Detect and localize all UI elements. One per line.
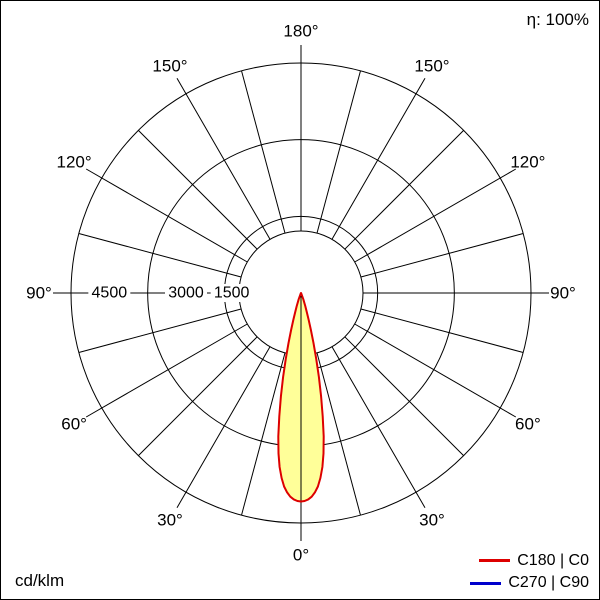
svg-text:30°: 30°: [419, 510, 445, 529]
svg-text:0°: 0°: [293, 546, 309, 565]
legend-item-c90-c270: C270 | C90: [470, 574, 589, 592]
svg-text:120°: 120°: [510, 153, 545, 172]
legend-item-c0-c180: C180 | C0: [470, 552, 589, 570]
svg-text:3000: 3000: [168, 285, 204, 302]
svg-text:1500: 1500: [214, 285, 250, 302]
svg-text:90°: 90°: [550, 284, 576, 303]
svg-text:30°: 30°: [157, 510, 183, 529]
svg-text:180°: 180°: [283, 22, 318, 41]
svg-text:150°: 150°: [152, 57, 187, 76]
legend-label-c90-c270: C270 | C90: [508, 574, 589, 592]
legend: C180 | C0 C270 | C90: [470, 552, 589, 592]
radial-scale-labels: 4500 3000 1500: [88, 284, 253, 302]
unit-label: cd/klm: [15, 571, 65, 590]
svg-text:4500: 4500: [92, 285, 128, 302]
angle-labels: 0° 30° 30° 60° 60° 90° 90° 120° 120° 150° 150° 180°: [26, 22, 576, 565]
legend-line-red-icon: [479, 559, 511, 563]
svg-text:120°: 120°: [57, 153, 92, 172]
svg-text:60°: 60°: [515, 415, 541, 434]
svg-text:150°: 150°: [414, 57, 449, 76]
svg-text:60°: 60°: [61, 415, 87, 434]
efficiency-label: η: 100%: [526, 10, 589, 29]
legend-label-c0-c180: C180 | C0: [517, 551, 589, 569]
svg-text:90°: 90°: [26, 284, 52, 303]
legend-line-blue-icon: [470, 581, 502, 585]
